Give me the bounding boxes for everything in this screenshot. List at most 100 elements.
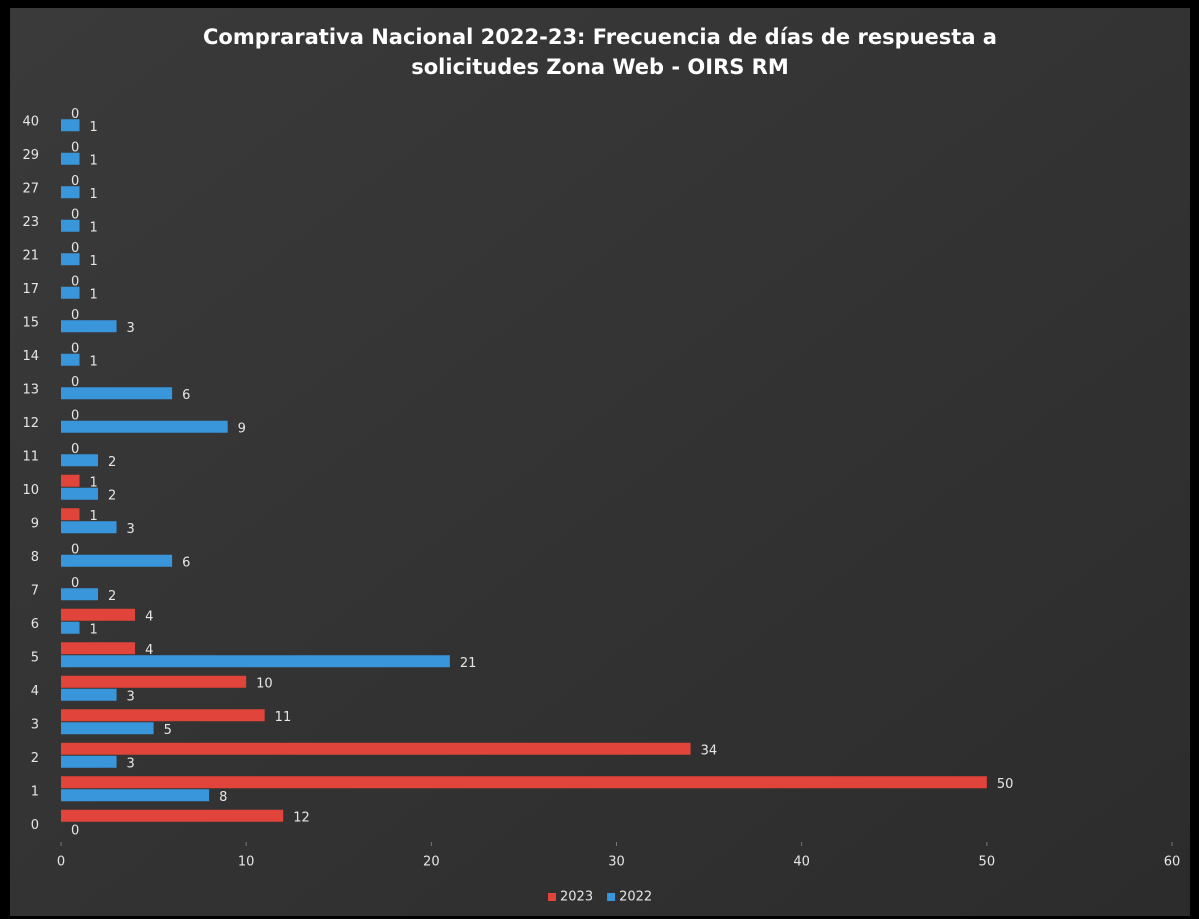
y-tick-label: 11: [22, 449, 39, 464]
value-label: 0: [71, 341, 79, 356]
y-tick-label: 12: [22, 416, 39, 431]
bar: [61, 387, 173, 400]
bar: [61, 642, 136, 655]
bar: [61, 722, 154, 735]
value-label: 3: [127, 321, 135, 336]
value-label: 0: [71, 274, 79, 289]
legend-label: 2022: [619, 890, 652, 905]
y-tick-label: 6: [31, 617, 39, 632]
value-label: 3: [127, 522, 135, 537]
bar: [61, 286, 80, 299]
value-label: 3: [127, 689, 135, 704]
y-tick-label: 1: [31, 784, 39, 799]
value-label: 2: [108, 488, 116, 503]
value-label: 1: [90, 254, 98, 269]
value-label: 1: [90, 475, 98, 490]
value-label: 0: [71, 241, 79, 256]
value-label: 4: [145, 609, 153, 624]
value-label: 0: [71, 308, 79, 323]
bar: [61, 152, 80, 165]
bar: [61, 809, 284, 822]
y-tick-label: 10: [22, 483, 39, 498]
value-label: 0: [71, 408, 79, 423]
bar: [61, 487, 99, 500]
chart-background: [10, 8, 1190, 916]
y-tick-label: 2: [31, 751, 39, 766]
value-label: 0: [71, 140, 79, 155]
legend-swatch: [548, 893, 556, 901]
value-label: 0: [71, 174, 79, 189]
y-tick-label: 3: [31, 717, 39, 732]
value-label: 0: [71, 375, 79, 390]
bar: [61, 420, 228, 433]
value-label: 6: [182, 388, 190, 403]
y-tick-label: 21: [22, 248, 39, 263]
x-tick-label: 60: [1164, 855, 1181, 870]
bar: [61, 474, 80, 487]
y-tick-label: 27: [22, 181, 39, 196]
legend-swatch: [607, 893, 616, 901]
y-tick-label: 23: [22, 215, 39, 230]
y-tick-label: 5: [31, 650, 39, 665]
y-tick-label: 15: [22, 315, 39, 330]
bar: [61, 608, 136, 621]
value-label: 1: [90, 622, 98, 637]
value-label: 5: [164, 723, 172, 738]
y-tick-label: 14: [22, 349, 39, 364]
value-label: 1: [90, 120, 98, 135]
value-label: 0: [71, 542, 79, 557]
x-tick-label: 20: [423, 855, 440, 870]
y-tick-label: 40: [22, 114, 39, 129]
value-label: 3: [127, 756, 135, 771]
bar: [61, 688, 117, 701]
value-label: 1: [90, 153, 98, 168]
value-label: 34: [701, 743, 718, 758]
bar: [61, 789, 210, 802]
bar: [61, 186, 80, 199]
chart-title: Comprarativa Nacional 2022-23: Frecuenci…: [203, 25, 997, 79]
value-label: 1: [90, 220, 98, 235]
x-tick-label: 10: [238, 855, 255, 870]
bar: [61, 755, 117, 768]
bar: [61, 521, 117, 534]
value-label: 0: [71, 207, 79, 222]
value-label: 21: [460, 656, 477, 671]
x-tick-label: 30: [608, 855, 625, 870]
bar: [61, 253, 80, 266]
x-tick-label: 40: [793, 855, 810, 870]
bar: [61, 119, 80, 132]
value-label: 0: [71, 442, 79, 457]
x-tick-label: 0: [57, 855, 65, 870]
value-label: 0: [71, 576, 79, 591]
value-label: 1: [90, 187, 98, 202]
bar: [61, 709, 265, 722]
y-tick-label: 17: [22, 282, 39, 297]
bar: [61, 621, 80, 634]
value-label: 12: [293, 810, 310, 825]
value-label: 10: [256, 676, 273, 691]
bar: [61, 353, 80, 366]
bar: [61, 554, 173, 567]
value-label: 8: [219, 790, 227, 805]
y-tick-label: 13: [22, 382, 39, 397]
y-tick-label: 8: [31, 550, 39, 565]
x-tick-label: 50: [979, 855, 996, 870]
bar: [61, 675, 247, 688]
value-label: 1: [90, 354, 98, 369]
value-label: 1: [90, 287, 98, 302]
bar: [61, 320, 117, 333]
bar: [61, 219, 80, 232]
value-label: 11: [275, 710, 292, 725]
bar: [61, 776, 987, 789]
bar: [61, 588, 99, 601]
value-label: 2: [108, 589, 116, 604]
value-label: 2: [108, 455, 116, 470]
value-label: 50: [997, 777, 1014, 792]
bar: [61, 742, 691, 755]
y-tick-label: 29: [22, 148, 39, 163]
value-label: 4: [145, 643, 153, 658]
bar: [61, 508, 80, 521]
bar: [61, 655, 450, 668]
